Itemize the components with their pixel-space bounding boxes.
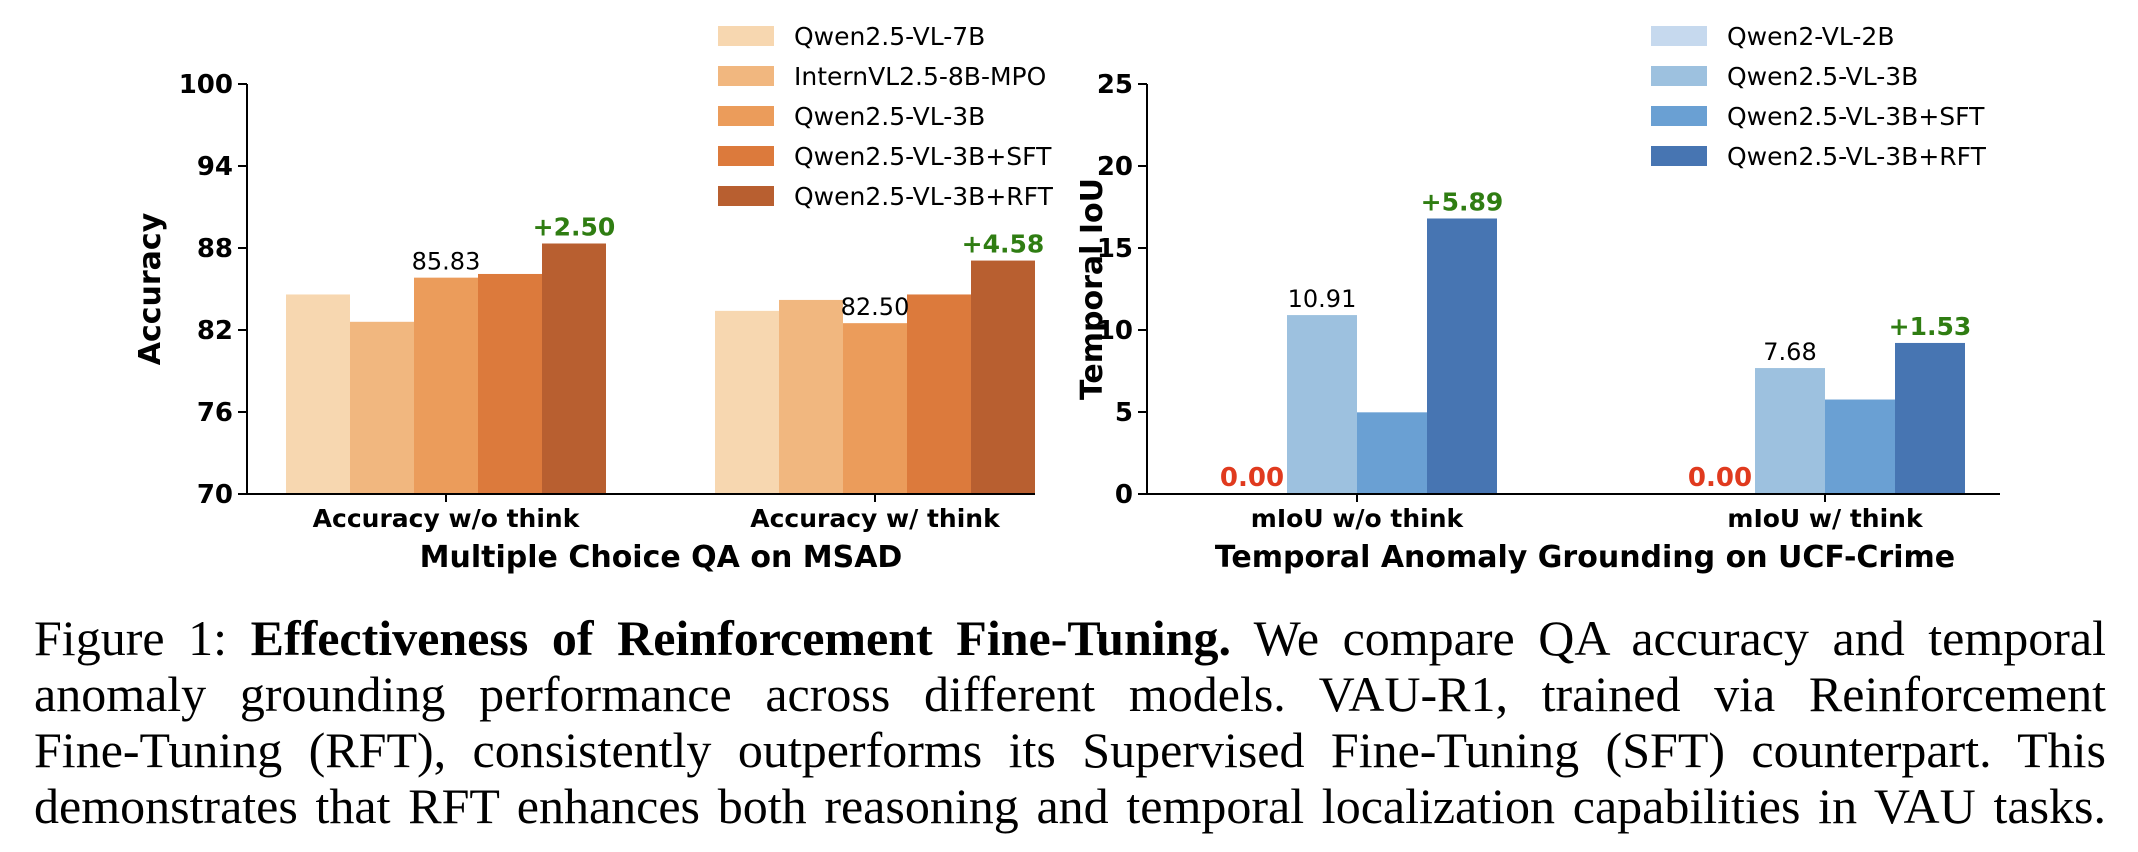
bar-1-0-3 <box>1427 218 1497 495</box>
y-tick-label-0-5: 100 <box>179 70 233 100</box>
legend-label-0-1: InternVL2.5-8B-MPO <box>794 62 1046 91</box>
y-tick-label-1-3: 15 <box>1097 234 1133 264</box>
bar-0-0-2 <box>414 277 478 494</box>
bar-0-1-2 <box>843 323 907 494</box>
value-label-1-2: +5.89 <box>1421 187 1504 216</box>
value-label-1-5: +1.53 <box>1889 312 1972 341</box>
legend-swatch-1-1 <box>1651 66 1707 86</box>
bar-1-0-1 <box>1287 315 1357 494</box>
x-tick-label-1-0: mIoU w/o think <box>1251 504 1465 533</box>
bar-1-1-3 <box>1895 342 1965 494</box>
y-tick-label-0-2: 82 <box>197 316 233 346</box>
value-label-0-0: 85.83 <box>412 248 481 276</box>
bar-0-1-4 <box>971 260 1035 494</box>
legend-swatch-0-1 <box>718 66 774 86</box>
legend-swatch-0-4 <box>718 186 774 206</box>
bar-0-0-4 <box>542 243 606 494</box>
legend-swatch-1-2 <box>1651 106 1707 126</box>
bar-0-1-3 <box>907 294 971 494</box>
y-tick-label-1-1: 5 <box>1115 398 1133 428</box>
bar-0-1-0 <box>715 310 779 494</box>
legend-swatch-0-3 <box>718 146 774 166</box>
legend-swatch-1-3 <box>1651 146 1707 166</box>
legend-label-0-4: Qwen2.5-VL-3B+RFT <box>794 182 1054 211</box>
value-label-0-1: +2.50 <box>533 212 616 241</box>
x-tick-label-1-1: mIoU w/ think <box>1727 504 1924 533</box>
caption-line-2: anomaly grounding performance across dif… <box>34 666 2106 722</box>
bar-0-1-1 <box>779 299 843 494</box>
legend-label-0-2: Qwen2.5-VL-3B <box>794 102 985 131</box>
value-label-1-0: 0.00 <box>1220 463 1284 493</box>
y-axis-title-1: Temporal IoU <box>1075 178 1110 400</box>
y-tick-label-1-0: 0 <box>1115 480 1133 510</box>
x-tick-label-0-0: Accuracy w/o think <box>313 504 581 533</box>
caption-prefix: Figure 1: <box>34 610 251 666</box>
y-tick-label-1-5: 25 <box>1097 70 1133 100</box>
bar-charts: 85.83+2.5082.50+4.587076828894100Accurac… <box>133 22 2000 575</box>
legend-label-1-0: Qwen2-VL-2B <box>1727 22 1894 51</box>
caption-bold-title: Effectiveness of Reinforcement Fine-Tuni… <box>250 610 1231 666</box>
legend-swatch-0-2 <box>718 106 774 126</box>
caption-line-1: Figure 1: Effectiveness of Reinforcement… <box>34 610 2106 666</box>
bar-0-0-1 <box>350 321 414 494</box>
legend-label-1-3: Qwen2.5-VL-3B+RFT <box>1727 142 1987 171</box>
legend-swatch-1-0 <box>1651 26 1707 46</box>
value-label-1-3: 0.00 <box>1688 463 1752 493</box>
bar-1-0-2 <box>1357 412 1427 494</box>
value-label-1-4: 7.68 <box>1763 338 1816 366</box>
y-tick-label-0-1: 76 <box>197 398 233 428</box>
caption-line-3: Fine-Tuning (RFT), consistently outperfo… <box>34 722 2106 778</box>
x-tick-label-0-1: Accuracy w/ think <box>750 504 1001 533</box>
figure-panel: 85.83 +2.50 82.50 +4.58 70 76 82 88 94 100 Accurac… <box>133 22 2000 575</box>
y-tick-label-0-3: 88 <box>197 234 233 264</box>
y-tick-label-0-0: 70 <box>197 480 233 510</box>
legend-label-1-2: Qwen2.5-VL-3B+SFT <box>1727 102 1985 131</box>
bar-0-0-0 <box>286 294 350 494</box>
legend-label-0-0: Qwen2.5-VL-7B <box>794 22 985 51</box>
legend-label-1-1: Qwen2.5-VL-3B <box>1727 62 1918 91</box>
y-axis-title-0: Accuracy <box>133 212 168 365</box>
x-axis-title-1: Temporal Anomaly Grounding on UCF-Crime <box>1215 540 1955 575</box>
value-label-0-3: +4.58 <box>962 230 1045 259</box>
legend-label-0-3: Qwen2.5-VL-3B+SFT <box>794 142 1052 171</box>
bar-1-1-1 <box>1755 368 1825 494</box>
caption-line-1-rest: We compare QA accuracy and temporal <box>1230 610 2106 666</box>
y-tick-label-1-2: 10 <box>1097 316 1133 346</box>
legend-swatch-0-0 <box>718 26 774 46</box>
y-tick-label-0-4: 94 <box>197 152 233 182</box>
bar-1-1-2 <box>1825 399 1895 494</box>
x-axis-title-0: Multiple Choice QA on MSAD <box>420 540 903 575</box>
value-label-1-1: 10.91 <box>1288 285 1357 313</box>
bar-0-0-3 <box>478 273 542 494</box>
figure-caption: Figure 1: Effectiveness of Reinforcement… <box>34 610 2106 834</box>
y-tick-label-1-4: 20 <box>1097 152 1133 182</box>
value-label-0-2: 82.50 <box>841 293 910 321</box>
caption-line-4: demonstrates that RFT enhances both reas… <box>34 778 2106 834</box>
